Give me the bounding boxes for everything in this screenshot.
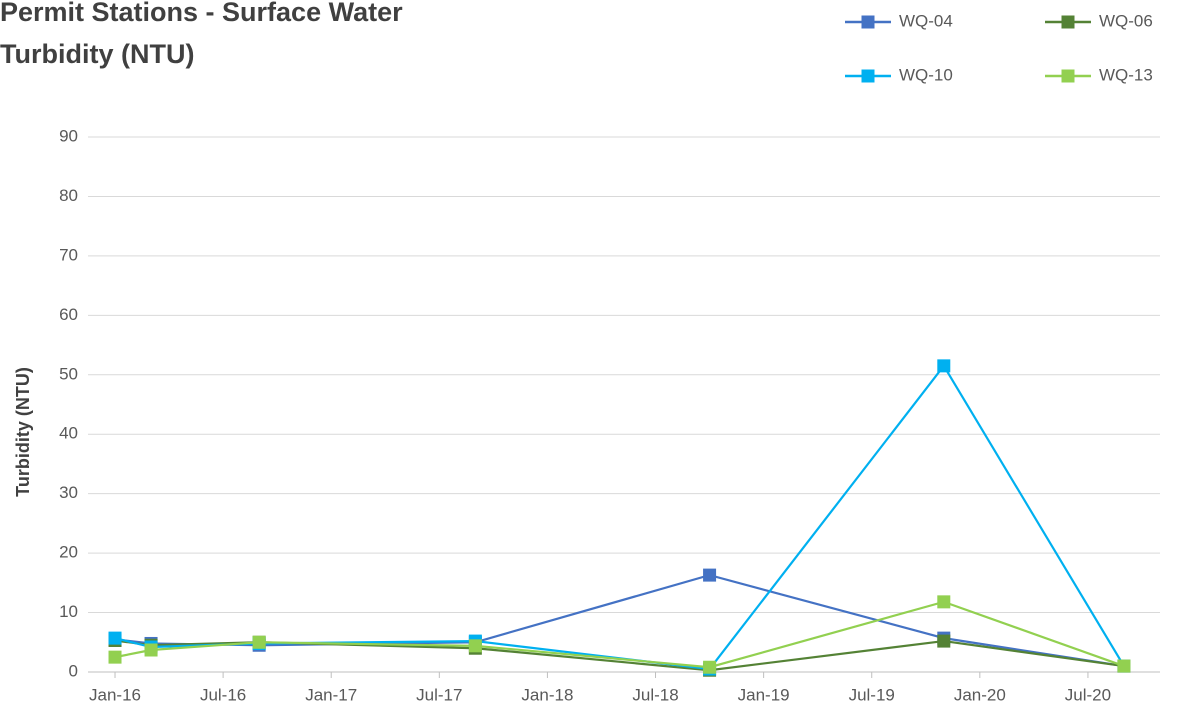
x-tick-label: Jul-19	[849, 685, 895, 704]
y-tick-label: 50	[59, 364, 78, 383]
x-tick-label: Jul-16	[200, 685, 246, 704]
data-point	[703, 568, 717, 582]
x-tick-label: Jan-17	[305, 685, 357, 704]
legend-item: WQ-06	[1045, 11, 1153, 30]
legend-label: WQ-10	[899, 65, 953, 84]
x-tick-label: Jul-17	[416, 685, 462, 704]
legend-marker	[861, 15, 875, 29]
legend-marker	[861, 69, 875, 83]
data-point	[108, 650, 122, 664]
legend-item: WQ-04	[845, 11, 953, 30]
y-tick-label: 40	[59, 424, 78, 443]
y-tick-label: 0	[69, 661, 78, 680]
legend-item: WQ-13	[1045, 65, 1153, 84]
y-tick-label: 80	[59, 186, 78, 205]
x-tick-label: Jul-18	[632, 685, 678, 704]
data-point	[468, 639, 482, 653]
chart-title: Permit Stations - Surface Water Turbidity…	[0, 0, 403, 69]
series-line	[114, 363, 1125, 671]
y-tick-label: 20	[59, 543, 78, 562]
x-tick-label: Jan-16	[89, 685, 141, 704]
legend-marker	[1061, 15, 1075, 29]
y-tick-label: 90	[59, 126, 78, 145]
legend-label: WQ-06	[1099, 11, 1153, 30]
data-point	[252, 635, 266, 649]
legend-label: WQ-13	[1099, 65, 1153, 84]
y-tick-label: 60	[59, 305, 78, 324]
y-tick-label: 10	[59, 602, 78, 621]
data-point	[937, 359, 951, 373]
data-point	[937, 595, 951, 609]
x-tick-label: Jan-20	[954, 685, 1006, 704]
x-tick-label: Jul-20	[1065, 685, 1111, 704]
data-point	[144, 643, 158, 657]
legend-item: WQ-10	[845, 65, 953, 84]
y-axis-label: Turbidity (NTU)	[13, 367, 33, 497]
y-tick-label: 70	[59, 245, 78, 264]
x-tick-label: Jan-19	[738, 685, 790, 704]
legend-marker	[1061, 69, 1075, 83]
data-point	[1117, 659, 1131, 673]
y-tick-label: 30	[59, 483, 78, 502]
data-point	[937, 634, 951, 648]
data-point	[703, 660, 717, 674]
x-tick-label: Jan-18	[521, 685, 573, 704]
legend-label: WQ-04	[899, 11, 953, 30]
data-point	[108, 631, 122, 645]
series-line	[114, 573, 1125, 668]
